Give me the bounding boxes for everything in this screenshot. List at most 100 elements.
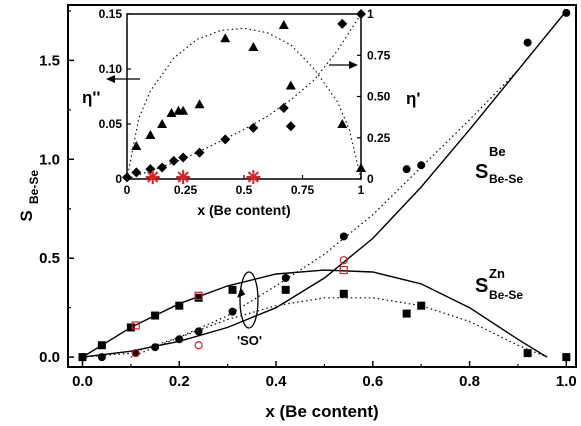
main-point	[281, 273, 290, 282]
svg-text:S: S	[17, 210, 36, 221]
inset-point	[220, 33, 231, 43]
inset-point	[285, 121, 296, 132]
inset-left-y-label: η''	[82, 88, 100, 107]
main-point	[562, 353, 571, 362]
main-x-tick-label: 0.0	[72, 373, 93, 390]
main-x-tick-label: 0.4	[266, 373, 288, 390]
main-point	[194, 293, 203, 302]
main-point	[523, 349, 532, 358]
main-y-tick-label: 1.0	[39, 151, 60, 168]
inset-point	[194, 147, 205, 158]
inset-right-tick-label: 0	[367, 172, 374, 186]
main-point	[339, 256, 348, 265]
main-point	[228, 307, 237, 316]
main-x-tick-label: 0.8	[459, 373, 480, 390]
inset-dotted-line-right	[126, 13, 362, 180]
inset-right-tick-label: 0.25	[367, 131, 391, 145]
inset-left-tick-label: 0.05	[99, 117, 123, 131]
annotation-so: 'SO'	[237, 333, 262, 348]
main-y-tick-label: 1.5	[39, 52, 60, 69]
main-point	[131, 321, 140, 330]
inset-left-tick-label: 0.10	[99, 62, 123, 76]
annotation-s-be: S Be Be-Se	[475, 144, 523, 186]
inset-point	[145, 130, 156, 139]
main-y-tick-label: 0.5	[39, 250, 60, 267]
inset-series-eta-double-prime	[131, 20, 366, 172]
inset-point	[131, 141, 142, 150]
main-point	[194, 327, 203, 336]
main-series-open-circle	[131, 256, 348, 358]
main-solid-curve-Zn	[82, 269, 548, 358]
main-point	[228, 285, 237, 294]
annotation-s-zn-main: S	[475, 275, 488, 297]
inset-point	[248, 122, 259, 133]
main-y-label: S Be-Se	[17, 170, 41, 222]
inset-left-tick-label: 0.15	[99, 7, 123, 21]
inset-point	[122, 172, 132, 183]
inset-right-tick-label: 0.50	[367, 90, 391, 104]
inset-point	[337, 119, 348, 128]
inset-x-tick-label: 0	[124, 183, 131, 197]
inset-point	[278, 20, 289, 29]
main-point	[562, 8, 571, 17]
annotation-s-be-main: S	[475, 161, 488, 183]
main-point	[523, 38, 532, 47]
inset-point	[157, 162, 168, 173]
inset-point	[157, 119, 168, 128]
inset-frame	[126, 13, 362, 180]
inset-point	[248, 42, 259, 51]
inset-right-tick-label: 0.75	[367, 48, 391, 62]
inset-point	[168, 155, 179, 166]
inset-series-eta-prime	[122, 9, 366, 183]
main-point	[175, 335, 184, 344]
right-arrow-icon	[329, 61, 358, 69]
main-x-tick-label: 1.0	[556, 373, 577, 390]
main-point	[194, 341, 203, 350]
main-point	[97, 353, 106, 362]
annotation-s-be-sub: Be-Se	[489, 172, 523, 186]
inset-x-tick-label: 0.25	[174, 183, 198, 197]
main-point	[97, 341, 106, 350]
left-arrow-icon	[106, 75, 140, 83]
main-x-tick-label: 0.6	[362, 373, 383, 390]
main-point	[175, 301, 184, 310]
inset-point	[356, 9, 366, 19]
annotation-s-zn-sub: Be-Se	[489, 288, 523, 302]
inset-point	[145, 170, 160, 184]
main-point	[194, 291, 203, 300]
inset-point	[178, 105, 189, 115]
main-point	[281, 285, 290, 294]
inset-right-tick-label: 1	[367, 7, 374, 21]
main-point	[402, 165, 411, 174]
annotation-s-zn: S Zn Be-Se	[475, 266, 523, 302]
main-x-label: x (Be content)	[265, 402, 378, 421]
main-y-label-sub: Be-Se	[27, 170, 41, 204]
main-point	[131, 349, 140, 358]
inset-point	[194, 99, 205, 109]
inset-point	[178, 152, 189, 163]
inset-right-y-label: η'	[406, 89, 420, 108]
annotation-s-zn-sup: Zn	[489, 266, 505, 281]
inset-left-tick-label: 0	[115, 172, 122, 186]
main-point	[78, 353, 87, 362]
main-point	[339, 265, 348, 275]
annotation-s-be-sup: Be	[489, 144, 506, 159]
main-y-tick-label: 0.0	[39, 349, 60, 366]
inset-point	[220, 134, 231, 145]
so-arrow-icon	[237, 271, 259, 329]
main-series-S-Zn-Be-Se	[78, 285, 571, 362]
inset-series-red-asterisk	[145, 170, 261, 184]
main-point	[417, 161, 426, 170]
inset-point	[246, 170, 261, 184]
main-dotted-curve-Zn	[130, 297, 548, 358]
inset-point	[356, 163, 366, 172]
main-point	[151, 311, 160, 320]
main-solid-curve-Be	[82, 10, 567, 358]
inset-x-tick-label: 0.75	[291, 183, 315, 197]
inset-x-tick-label: 0.5	[236, 183, 253, 197]
inset-point	[285, 80, 296, 90]
main-point	[339, 232, 348, 241]
main-point	[131, 349, 140, 358]
inset-point	[176, 170, 191, 184]
